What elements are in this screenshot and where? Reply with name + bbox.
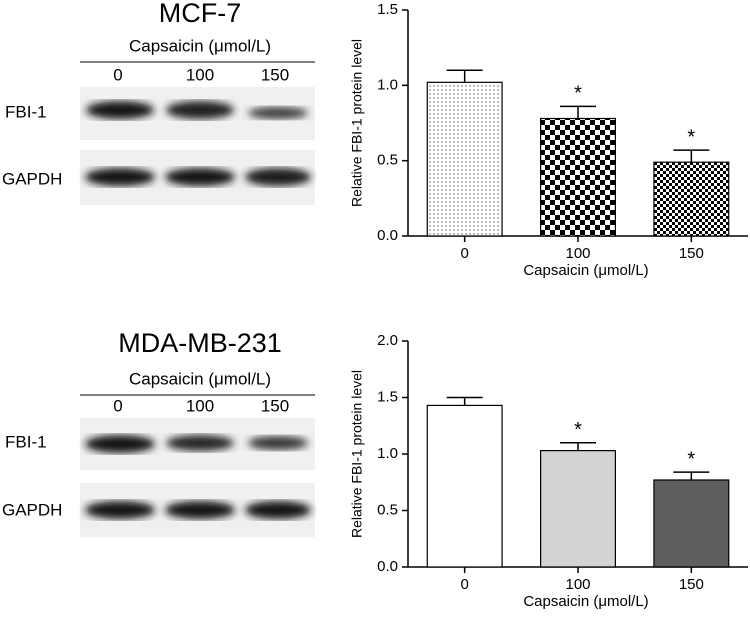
band <box>166 435 234 451</box>
bar <box>426 404 503 568</box>
significance-mark: * <box>574 83 582 105</box>
bar <box>539 450 616 568</box>
y-tick-label: 2.0 <box>377 332 398 349</box>
lane-label: 0 <box>113 396 122 415</box>
bar <box>426 81 503 237</box>
band <box>165 501 235 519</box>
y-tick-label: 0.0 <box>377 558 398 575</box>
y-tick-label: 1.0 <box>377 76 398 93</box>
row-label: GAPDH <box>2 500 62 519</box>
y-tick-label: 1.5 <box>377 1 398 18</box>
y-axis-label: Relative FBI-1 protein level <box>349 39 365 207</box>
x-tick-label: 150 <box>679 576 704 593</box>
x-axis-label: Capsaicin (μmol/L) <box>523 593 648 610</box>
bar <box>653 161 730 237</box>
band <box>85 435 155 453</box>
y-tick-label: 1.5 <box>377 388 398 405</box>
y-tick-label: 0.0 <box>377 227 398 244</box>
bar <box>539 117 616 237</box>
x-tick-label: 100 <box>565 576 590 593</box>
lane-label: 0 <box>113 65 122 84</box>
row-label: FBI-1 <box>5 102 47 121</box>
lane-label: 100 <box>186 65 214 84</box>
x-tick-label: 100 <box>565 245 590 262</box>
lane-label: 150 <box>261 65 289 84</box>
band <box>85 168 155 186</box>
significance-mark: * <box>687 448 695 470</box>
band <box>166 101 234 119</box>
x-axis-label: Capsaicin (μmol/L) <box>523 262 648 279</box>
x-tick-label: 0 <box>460 245 468 262</box>
significance-mark: * <box>574 419 582 441</box>
band <box>86 101 154 119</box>
lane-label: 100 <box>186 396 214 415</box>
band <box>85 501 155 519</box>
y-tick-label: 0.5 <box>377 501 398 518</box>
row-label: GAPDH <box>2 169 62 188</box>
y-tick-label: 1.0 <box>377 445 398 462</box>
x-tick-label: 150 <box>679 245 704 262</box>
band <box>245 501 311 519</box>
x-tick-label: 0 <box>460 576 468 593</box>
lane-label: 150 <box>261 396 289 415</box>
blot-panel: MDA-MB-231 Capsaicin (μmol/L) 0 100 150 … <box>2 328 315 537</box>
band <box>248 436 308 450</box>
row-label: FBI-1 <box>5 432 47 451</box>
y-tick-label: 0.5 <box>377 152 398 169</box>
band <box>245 168 311 186</box>
y-axis-label: Relative FBI-1 protein level <box>349 370 365 538</box>
significance-mark: * <box>687 126 695 148</box>
treatment-label: Capsaicin (μmol/L) <box>129 369 271 388</box>
panel-title: MDA-MB-231 <box>118 328 282 358</box>
bar <box>653 479 730 568</box>
band <box>165 168 235 186</box>
band <box>248 107 308 119</box>
blot-panel: MCF-7 Capsaicin (μmol/L) 0 100 150 FBI-1… <box>2 0 315 205</box>
panel-title: MCF-7 <box>159 0 242 28</box>
treatment-label: Capsaicin (μmol/L) <box>129 36 271 55</box>
